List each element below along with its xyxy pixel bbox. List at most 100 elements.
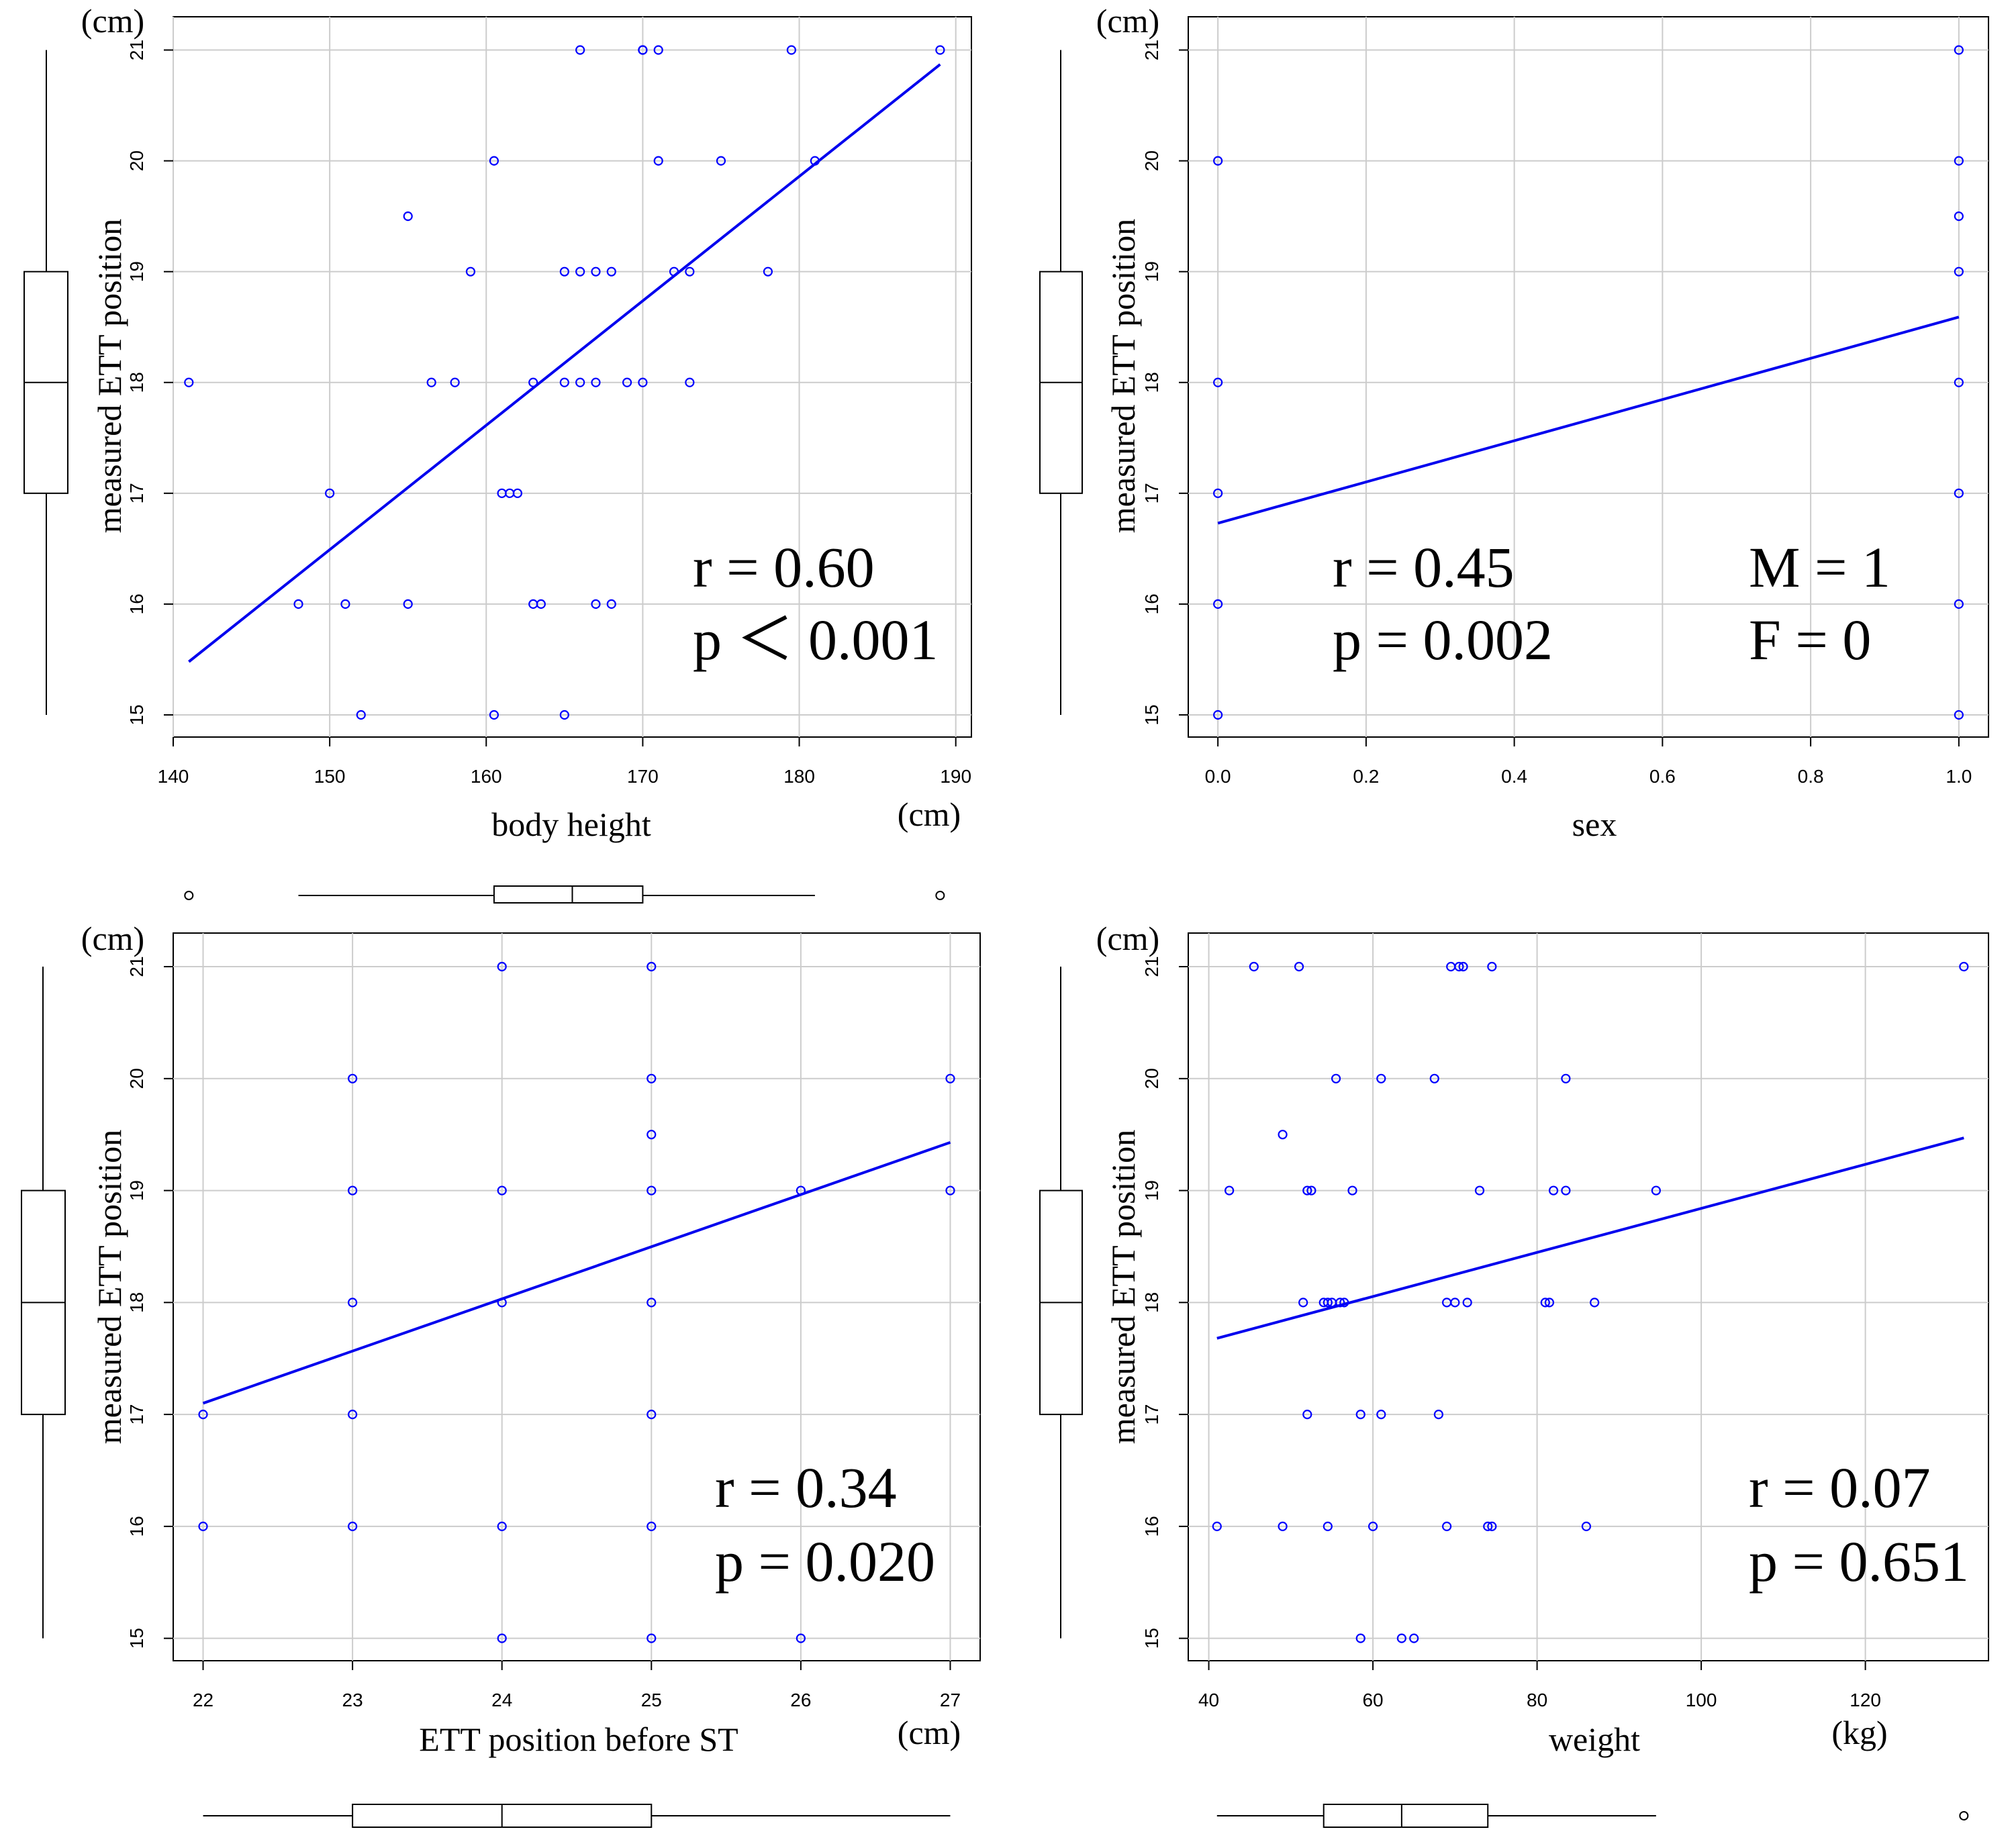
data-point bbox=[1483, 1521, 1493, 1531]
y-tick-label: 16 bbox=[1141, 593, 1162, 614]
data-point bbox=[1487, 1521, 1497, 1531]
data-point bbox=[638, 377, 648, 387]
data-point bbox=[646, 1521, 657, 1531]
y-tick-label: 15 bbox=[126, 1628, 147, 1649]
data-point bbox=[1442, 1521, 1452, 1531]
x-tick-label: 180 bbox=[783, 766, 815, 787]
x-tick-label: 0.4 bbox=[1501, 766, 1527, 787]
data-point bbox=[1954, 45, 1964, 55]
y-tick-label: 19 bbox=[126, 1180, 147, 1201]
stat-r: r = 0.45 bbox=[1333, 535, 1515, 599]
data-point bbox=[1581, 1521, 1592, 1531]
data-point bbox=[497, 1298, 507, 1308]
x-tick-label: 120 bbox=[1850, 1690, 1881, 1710]
xbox-outlier bbox=[1959, 1811, 1969, 1820]
x-tick-label: 0.0 bbox=[1205, 766, 1231, 787]
data-point bbox=[1458, 961, 1468, 972]
data-point bbox=[1540, 1298, 1550, 1308]
x-unit-label: (cm) bbox=[898, 795, 961, 833]
y-tick-label: 18 bbox=[1141, 372, 1162, 393]
y-tick-label: 17 bbox=[1141, 1404, 1162, 1425]
data-point bbox=[348, 1185, 358, 1196]
data-point bbox=[184, 377, 194, 387]
data-point bbox=[575, 377, 585, 387]
data-point bbox=[1548, 1185, 1559, 1196]
data-point bbox=[669, 266, 679, 277]
y-tick-label: 17 bbox=[126, 1404, 147, 1425]
data-point bbox=[1213, 488, 1223, 498]
x-tick-label: 80 bbox=[1527, 1690, 1547, 1710]
xbox-outlier bbox=[935, 891, 945, 900]
data-point bbox=[796, 1185, 806, 1196]
data-point bbox=[606, 266, 616, 277]
stat-p: p ＜ 0.001 bbox=[693, 607, 939, 672]
x-unit-label: (kg) bbox=[1831, 1714, 1887, 1751]
data-point bbox=[1355, 1633, 1365, 1643]
y-tick-label: 18 bbox=[126, 372, 147, 393]
data-point bbox=[638, 45, 648, 55]
data-point bbox=[646, 1633, 657, 1643]
data-point bbox=[591, 266, 601, 277]
data-point bbox=[1225, 1185, 1235, 1196]
y-tick-label: 16 bbox=[126, 1516, 147, 1537]
data-point bbox=[1335, 1298, 1345, 1308]
y-unit-label: (cm) bbox=[1096, 920, 1159, 957]
chart-ettbefore: 22 23 24 25 26 27 15 16 17 18 19 20 21 ETT position b… bbox=[21, 920, 981, 1828]
data-point bbox=[497, 1185, 507, 1196]
data-point bbox=[426, 377, 436, 387]
y-tick-label: 20 bbox=[126, 1068, 147, 1089]
x-tick-label: 0.6 bbox=[1649, 766, 1676, 787]
x-tick-label: 22 bbox=[193, 1690, 213, 1710]
data-point bbox=[646, 1073, 657, 1083]
data-point bbox=[489, 156, 499, 166]
data-point bbox=[575, 266, 585, 277]
plot-frame bbox=[1188, 16, 1989, 738]
xbox-outlier bbox=[184, 891, 194, 900]
data-point bbox=[1474, 1185, 1485, 1196]
data-point bbox=[646, 961, 657, 972]
y-axis-label: measured ETT position bbox=[1104, 219, 1142, 533]
y-tick-label: 21 bbox=[126, 40, 147, 60]
chart-weight: 40 60 80 100 120 15 16 17 18 19 20 21 weight measured… bbox=[1039, 920, 1989, 1828]
data-point bbox=[403, 211, 413, 222]
stat-p: p = 0.002 bbox=[1333, 607, 1553, 672]
data-point bbox=[528, 377, 538, 387]
data-point bbox=[1213, 710, 1223, 720]
data-point bbox=[403, 599, 413, 610]
y-tick-label: 16 bbox=[1141, 1516, 1162, 1537]
y-tick-label: 15 bbox=[1141, 1628, 1162, 1649]
data-point bbox=[1396, 1633, 1406, 1643]
x-tick-label: 0.2 bbox=[1353, 766, 1379, 787]
data-point bbox=[1954, 211, 1964, 222]
data-point bbox=[1954, 156, 1964, 166]
xbox-box bbox=[493, 885, 644, 904]
data-point bbox=[1355, 1410, 1365, 1420]
data-point bbox=[1278, 1521, 1288, 1531]
data-point bbox=[945, 1185, 955, 1196]
stat-p: p = 0.651 bbox=[1749, 1529, 1969, 1594]
x-axis-label: sex bbox=[1572, 806, 1617, 843]
data-point bbox=[591, 377, 601, 387]
data-point bbox=[1331, 1073, 1341, 1083]
data-point bbox=[1376, 1410, 1386, 1420]
x-tick-label: 23 bbox=[342, 1690, 363, 1710]
data-point bbox=[685, 377, 695, 387]
x-unit-label: (cm) bbox=[898, 1714, 961, 1751]
data-point bbox=[1278, 1130, 1288, 1140]
data-point bbox=[497, 1633, 507, 1643]
data-point bbox=[1213, 599, 1223, 610]
data-point bbox=[1302, 1410, 1312, 1420]
x-tick-label: 1.0 bbox=[1946, 766, 1972, 787]
data-point bbox=[1212, 1521, 1222, 1531]
data-point bbox=[1487, 961, 1497, 972]
data-point bbox=[1454, 961, 1464, 972]
data-point bbox=[348, 1298, 358, 1308]
data-point bbox=[1213, 156, 1223, 166]
x-tick-label: 150 bbox=[314, 766, 346, 787]
data-point bbox=[1450, 1298, 1460, 1308]
chart-height: 140 150 160 170 180 190 15 16 17 18 19 20 21 body hei… bbox=[23, 2, 972, 904]
data-point bbox=[796, 1633, 806, 1643]
data-point bbox=[465, 266, 476, 277]
data-point bbox=[1954, 488, 1964, 498]
